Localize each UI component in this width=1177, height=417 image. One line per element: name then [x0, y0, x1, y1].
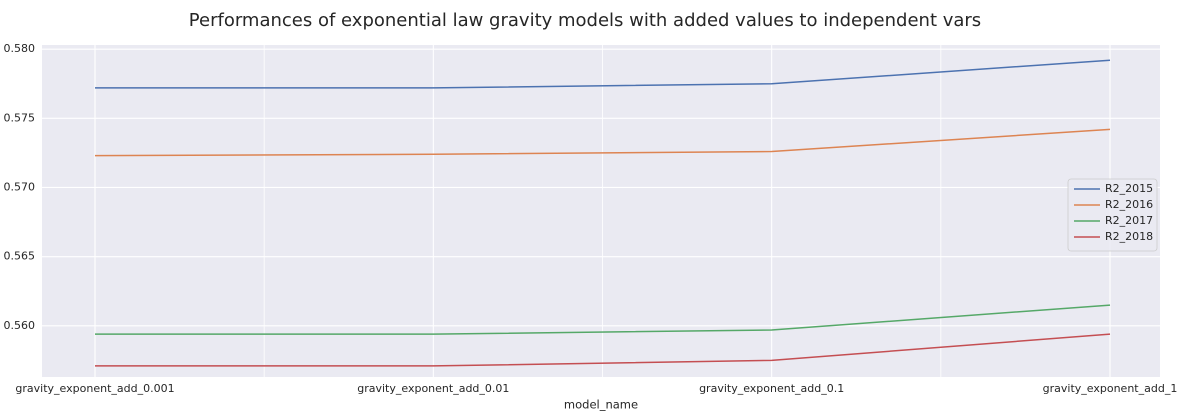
- chart-title: Performances of exponential law gravity …: [189, 10, 981, 31]
- legend-label: R2_2016: [1105, 198, 1153, 211]
- x-axis-ticks: gravity_exponent_add_0.001 gravity_expone…: [15, 382, 1177, 395]
- series-lines: [94, 59, 1111, 367]
- y-tick-label: 0.565: [4, 250, 36, 263]
- legend-label: R2_2017: [1105, 214, 1153, 227]
- legend-box: [1067, 178, 1158, 252]
- gridlines: [42, 45, 1160, 377]
- x-tick-label: gravity_exponent_add_1: [1043, 382, 1177, 395]
- y-axis-ticks: 0.560 0.565 0.570 0.575 0.580: [4, 42, 36, 332]
- series-line-r2-2016: [94, 128, 1111, 157]
- y-tick-label: 0.575: [4, 111, 36, 124]
- series-line-r2-2018: [95, 333, 1111, 367]
- x-tick-label: gravity_exponent_add_0.1: [699, 382, 844, 395]
- y-tick-label: 0.570: [4, 180, 36, 193]
- y-tick-label: 0.560: [4, 319, 36, 332]
- series-line-r2-2017: [95, 304, 1111, 335]
- y-tick-label: 0.580: [4, 42, 36, 55]
- x-tick-label: gravity_exponent_add_0.001: [15, 382, 174, 395]
- x-tick-label: gravity_exponent_add_0.01: [357, 382, 509, 395]
- series-line-r2-2015: [95, 59, 1111, 89]
- legend-label: R2_2015: [1105, 182, 1153, 195]
- plot-background: [42, 45, 1160, 377]
- x-axis-label: model_name: [564, 398, 638, 412]
- legend-label: R2_2018: [1105, 230, 1153, 243]
- legend: R2_2015 R2_2016 R2_2017 R2_2018: [1067, 178, 1158, 252]
